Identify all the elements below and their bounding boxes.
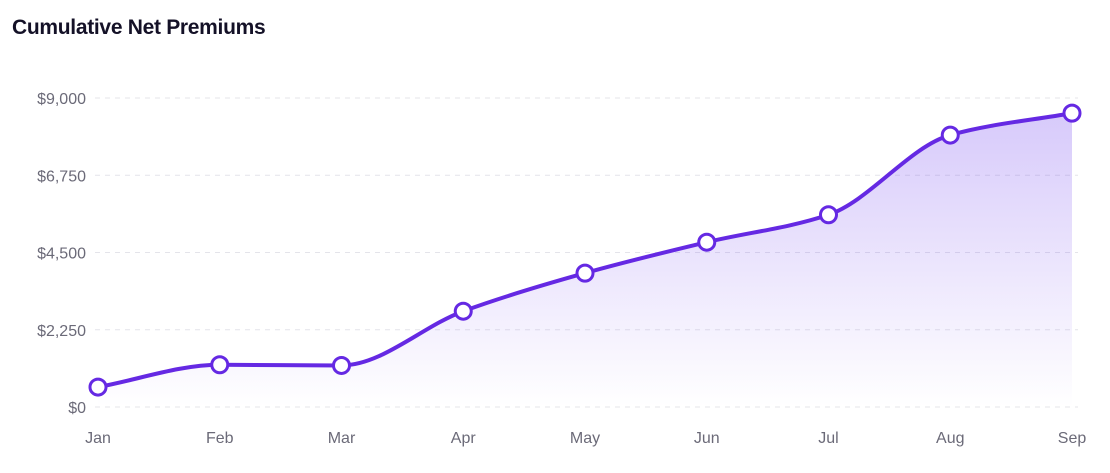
data-point-jul[interactable] bbox=[819, 205, 838, 225]
y-tick-label: $4,500 bbox=[37, 246, 86, 263]
x-axis-tick-labels: Jan Feb Mar Apr May Jun Jul Aug Sep bbox=[85, 430, 1086, 447]
data-point-sep[interactable] bbox=[1062, 103, 1082, 123]
data-point-jun[interactable] bbox=[697, 232, 717, 252]
series-area-fill bbox=[98, 113, 1072, 408]
x-tick-label: Mar bbox=[328, 430, 356, 447]
x-tick-label: Jan bbox=[85, 430, 111, 447]
x-tick-label: Jul bbox=[818, 430, 838, 447]
area-fill-layer bbox=[98, 113, 1072, 408]
data-point-jan[interactable] bbox=[88, 377, 108, 397]
x-tick-label: Feb bbox=[206, 430, 234, 447]
y-tick-label: $6,750 bbox=[37, 168, 86, 185]
x-tick-label: Sep bbox=[1058, 430, 1087, 447]
x-tick-label: Jun bbox=[694, 430, 720, 447]
y-tick-label: $2,250 bbox=[37, 323, 86, 340]
data-point-feb[interactable] bbox=[210, 355, 230, 375]
x-tick-label: Apr bbox=[451, 430, 477, 447]
y-axis-tick-labels: $0 $2,250 $4,500 $6,750 $9,000 bbox=[37, 91, 86, 417]
data-point-aug[interactable] bbox=[940, 125, 960, 145]
data-point-apr[interactable] bbox=[453, 301, 473, 321]
y-tick-label: $0 bbox=[68, 400, 86, 417]
data-point-mar[interactable] bbox=[332, 355, 351, 375]
chart-title: Cumulative Net Premiums bbox=[12, 16, 266, 39]
x-tick-label: Aug bbox=[936, 430, 964, 447]
data-point-may[interactable] bbox=[575, 263, 595, 283]
data-points-layer bbox=[88, 103, 1082, 397]
x-tick-label: May bbox=[570, 430, 600, 447]
y-tick-label: $9,000 bbox=[37, 91, 86, 108]
